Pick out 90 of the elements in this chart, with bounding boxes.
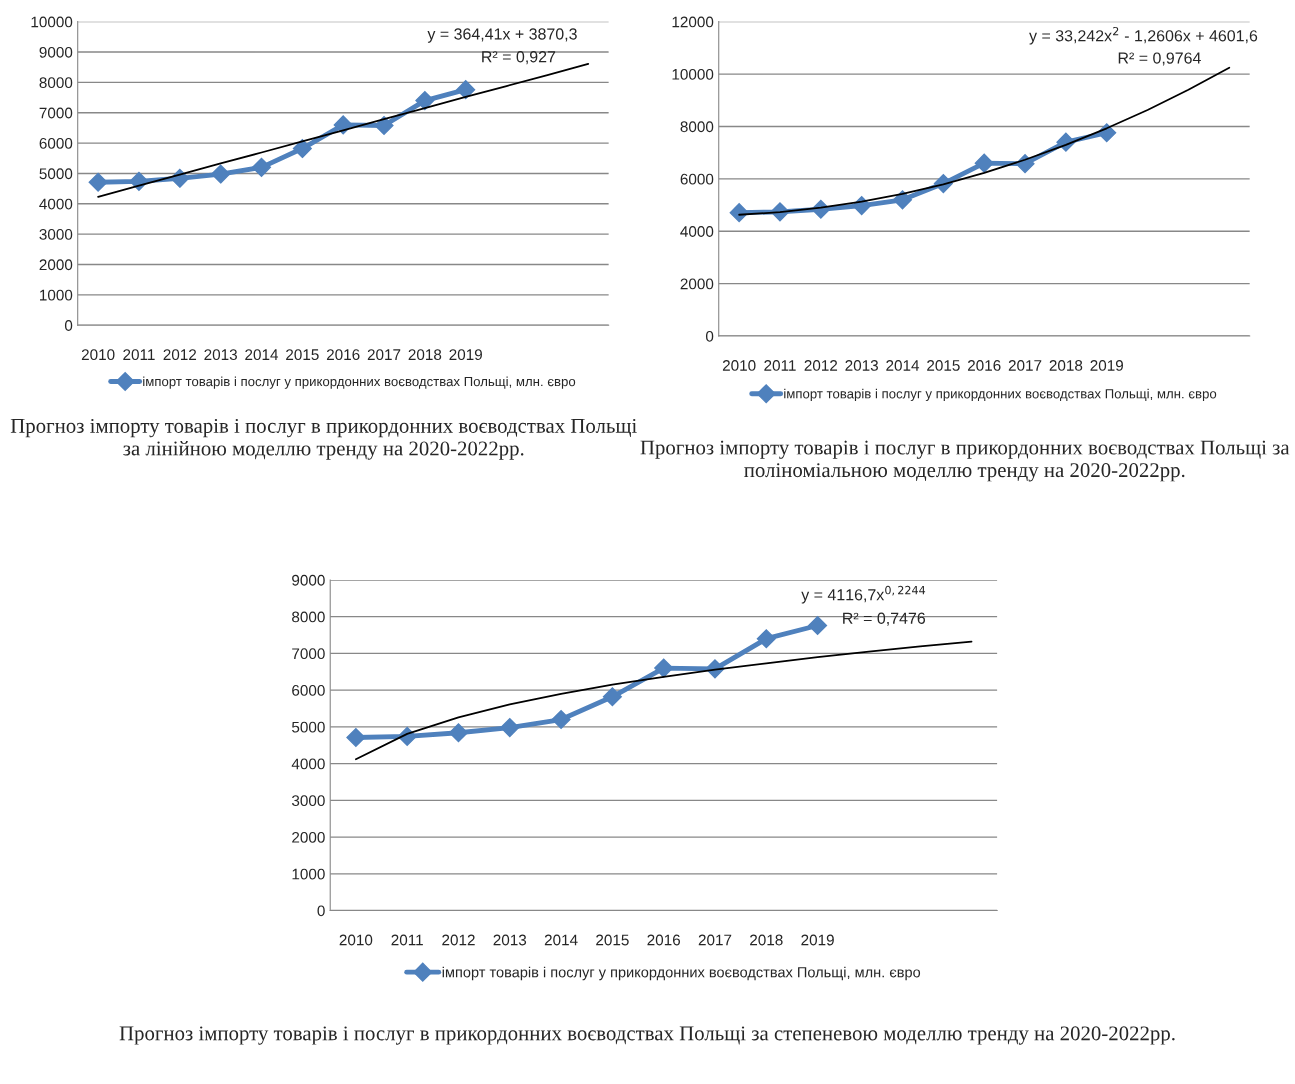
point xyxy=(602,687,622,707)
x-tick-label: 2012 xyxy=(442,934,475,946)
y-tick-label: 8000 xyxy=(292,611,325,623)
point xyxy=(808,615,828,636)
point xyxy=(448,723,469,743)
x-tick-label: 2016 xyxy=(967,360,1001,371)
y-tick-label: 0 xyxy=(705,330,714,342)
x-tick-label: 2013 xyxy=(204,349,237,361)
point xyxy=(415,91,435,111)
y-tick-label: 3000 xyxy=(291,795,325,807)
y-tick-label: 10000 xyxy=(31,16,73,28)
x-tick-label: 2017 xyxy=(367,349,401,361)
y-tick-label: 5000 xyxy=(39,168,73,180)
point xyxy=(251,157,272,177)
legend-label: імпорт товарів і послуг у прикордонних воєводствах Польщі, млн. євро xyxy=(442,966,921,981)
x-tick-label: 2010 xyxy=(81,349,115,361)
point xyxy=(551,710,571,730)
x-tick-label: 2011 xyxy=(764,360,796,371)
y-tick-label: 7000 xyxy=(292,648,325,660)
x-tick-label: 2013 xyxy=(493,934,527,946)
x-tick-label: 2010 xyxy=(339,934,373,946)
y-tick-label: 2000 xyxy=(680,278,714,290)
annotation: R² = 0,927 xyxy=(482,51,556,65)
text: Прогноз імпорту товарів і послуг в прикордонних воєводствах Польщі за лінійною моделлю тренду на 2020-2022рр. xyxy=(10,418,637,460)
x-tick-label: 2018 xyxy=(408,349,442,361)
y-tick-label: 3000 xyxy=(39,229,73,240)
legend-label: імпорт товарів і послуг у прикордонних воєводствах Польщі, млн. євро xyxy=(784,388,1217,402)
x-tick-label: 2019 xyxy=(449,349,482,361)
point xyxy=(974,153,994,173)
y-tick-label: 0 xyxy=(64,320,73,331)
point xyxy=(292,139,312,159)
y-tick-label: 0 xyxy=(317,905,325,917)
point xyxy=(211,164,231,184)
annotation: y = 33,242x$^{2}$ - 1,2606x + 4601,6 xyxy=(1029,26,1258,45)
annotation: R² = 0,7476 xyxy=(843,612,926,626)
x-tick-label: 2015 xyxy=(286,349,319,361)
x-tick-label: 2019 xyxy=(1090,360,1123,371)
point xyxy=(88,172,108,192)
x-tick-label: 2015 xyxy=(596,934,629,946)
y-tick-label: 4000 xyxy=(680,226,714,237)
y-tick-label: 2000 xyxy=(39,259,73,271)
x-tick-label: 2018 xyxy=(750,934,783,946)
y-tick-label: 1000 xyxy=(292,868,325,880)
y-tick-label: 4000 xyxy=(291,758,325,770)
annotation: y = 364,41x + 3870,3 xyxy=(427,28,577,43)
x-tick-label: 2014 xyxy=(245,349,279,361)
x-tick-label: 2019 xyxy=(801,934,834,946)
y-tick-label: 10000 xyxy=(672,68,714,80)
x-tick-label: 2014 xyxy=(886,360,920,371)
x-tick-label: 2014 xyxy=(544,934,578,946)
x-tick-label: 2015 xyxy=(927,360,960,371)
y-tick-label: 8000 xyxy=(680,121,714,133)
point xyxy=(500,718,520,738)
x-tick-label: 2016 xyxy=(647,934,681,946)
x-tick-label: 2013 xyxy=(845,360,878,371)
x-tick-label: 2012 xyxy=(804,360,838,371)
x-tick-label: 2018 xyxy=(1049,360,1083,371)
y-tick-label: 12000 xyxy=(672,16,714,28)
line-series xyxy=(354,640,973,761)
point xyxy=(333,115,353,135)
x-tick-label: 2010 xyxy=(722,360,756,371)
y-tick-label: 2000 xyxy=(292,831,325,843)
annotation: R² = 0,9764 xyxy=(1118,52,1201,66)
y-tick-label: 9000 xyxy=(39,46,73,58)
y-tick-label: 7000 xyxy=(39,107,73,119)
x-tick-label: 2017 xyxy=(1008,360,1042,371)
y-tick-label: 1000 xyxy=(40,289,73,301)
point xyxy=(346,728,366,748)
point xyxy=(374,115,394,136)
y-tick-label: 6000 xyxy=(680,173,714,185)
text: Прогноз імпорту товарів і послуг в прикордонних воєводствах Польщі за степеневою моделлю тренду на 2020-2022рр. xyxy=(119,1026,1175,1045)
point xyxy=(756,629,776,649)
annotation: y = 4116,7x$^{0,2244}$ xyxy=(801,585,926,604)
point xyxy=(892,190,913,210)
x-tick-label: 2016 xyxy=(326,349,360,361)
legend-label: імпорт товарів і послуг у прикордонних воєводствах Польщі, млн. євро xyxy=(143,376,576,389)
y-tick-label: 9000 xyxy=(292,574,325,586)
y-tick-label: 6000 xyxy=(292,685,325,696)
text: Прогноз імпорту товарів і послуг в прикордонних воєводствах Польщі за поліноміальною моделлю тренду на 2020-2022рр. xyxy=(640,440,1290,482)
point xyxy=(456,80,476,100)
y-tick-label: 5000 xyxy=(291,721,325,733)
point xyxy=(729,203,749,223)
y-tick-label: 8000 xyxy=(39,77,73,89)
y-tick-label: 6000 xyxy=(39,137,73,149)
point xyxy=(654,658,674,678)
x-tick-label: 2012 xyxy=(163,349,197,361)
x-tick-label: 2011 xyxy=(391,934,423,946)
x-tick-label: 2011 xyxy=(123,349,155,361)
x-tick-label: 2017 xyxy=(698,934,732,946)
y-tick-label: 4000 xyxy=(39,198,73,210)
